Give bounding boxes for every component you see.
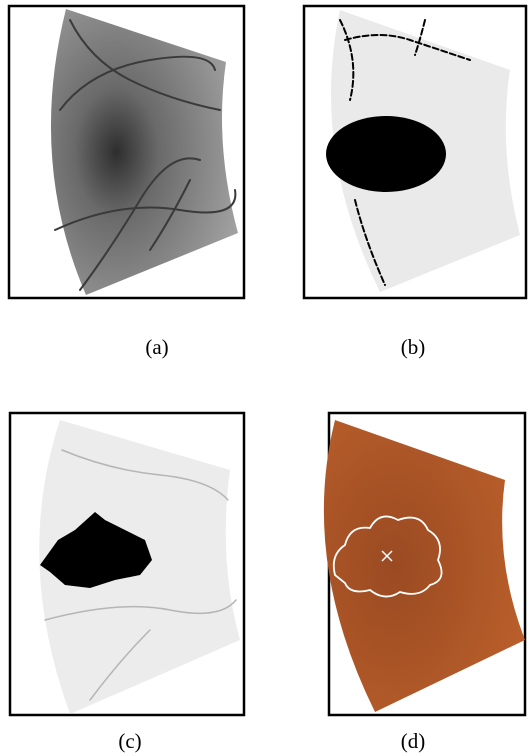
- panel-d: (d): [324, 413, 525, 753]
- retina-image: [324, 420, 525, 712]
- retina-image: [51, 9, 238, 295]
- caption: (b): [401, 335, 426, 359]
- panel-b: (b): [304, 6, 526, 359]
- caption: (a): [145, 335, 168, 359]
- caption: (d): [401, 729, 426, 753]
- caption: (c): [118, 729, 141, 753]
- figure: (a) (b) (c) (d): [0, 0, 531, 756]
- lesion-region: [326, 116, 446, 192]
- panel-c: (c): [10, 413, 244, 753]
- page: (a) (b) (c) (d): [0, 0, 531, 756]
- panel-a: (a): [9, 6, 244, 359]
